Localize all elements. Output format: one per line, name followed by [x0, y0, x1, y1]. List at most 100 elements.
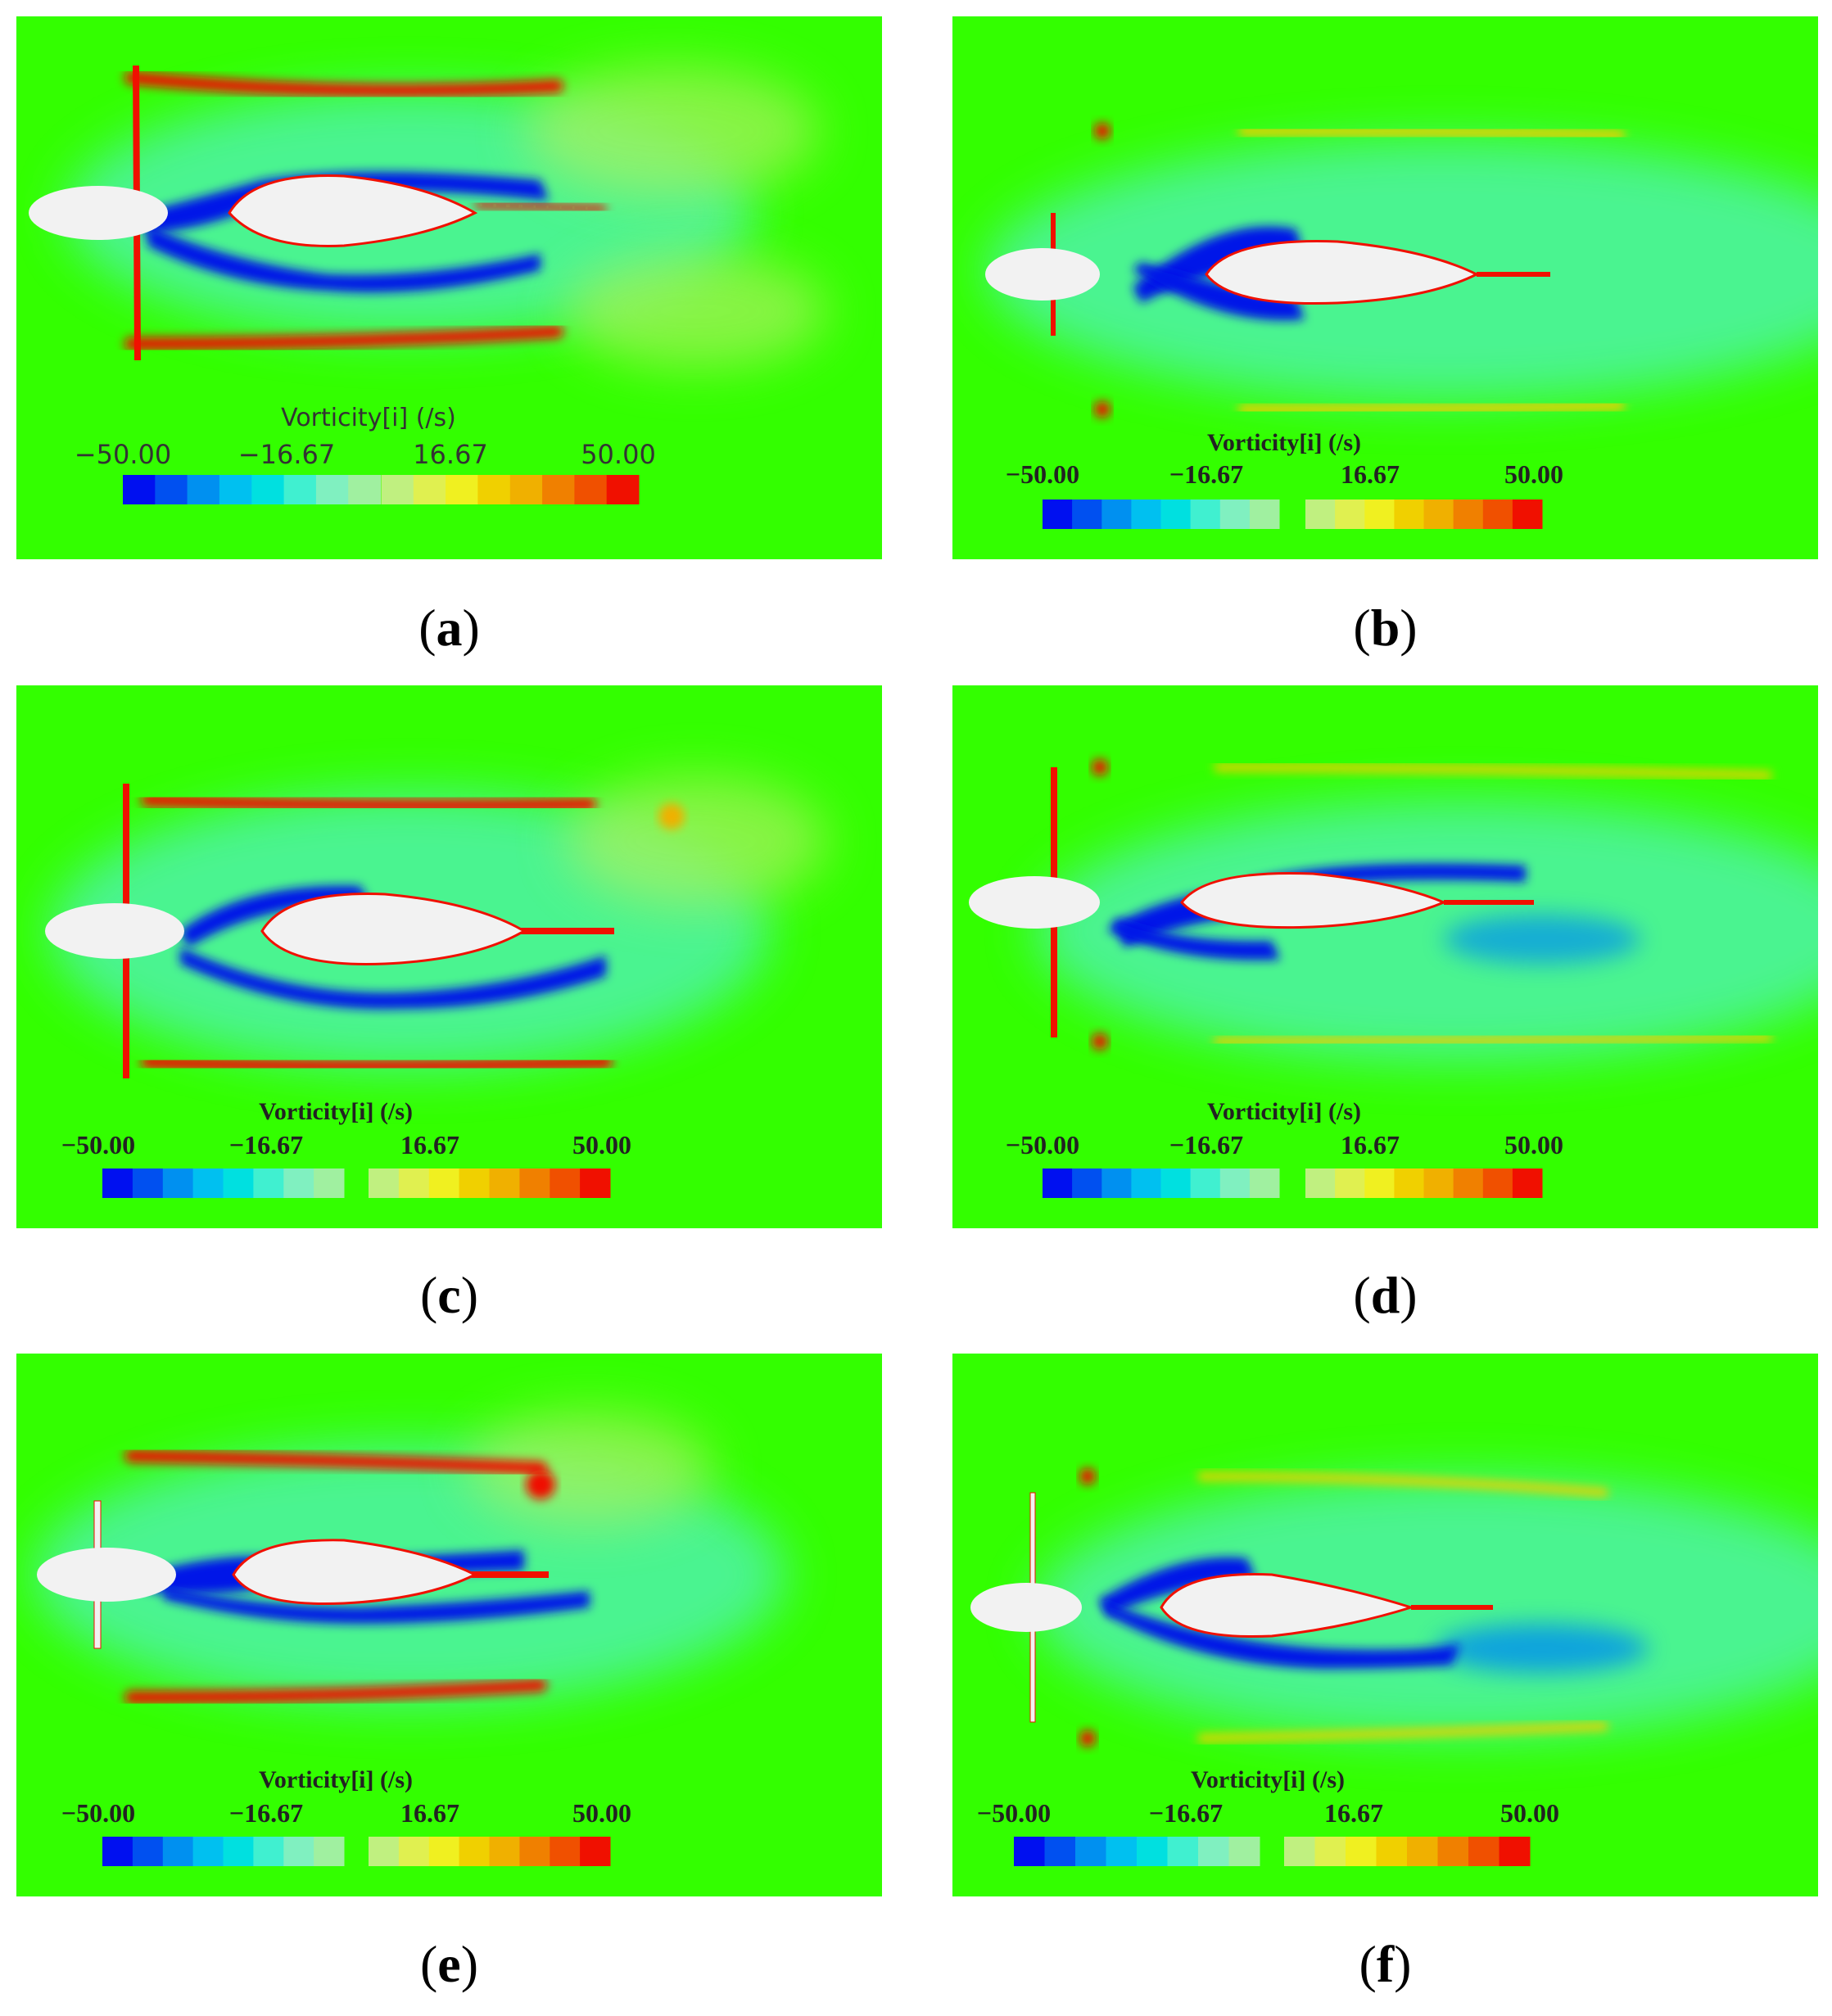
- tip-vortex-upper: [1238, 126, 1625, 140]
- colorbar-swatch: [1305, 499, 1336, 529]
- colorbar-tick-neg: −16.67: [229, 1798, 303, 1828]
- colorbar-swatch: [1394, 1168, 1424, 1198]
- colorbar-swatch: [580, 1837, 611, 1866]
- colorbar-swatch: [580, 1168, 611, 1198]
- colorbar-swatch: [1219, 499, 1251, 529]
- colorbar-swatch: [1499, 1837, 1531, 1866]
- blue-vortex-sheet: [139, 172, 549, 233]
- contour-field: Vorticity[i] (/s) −50.00 −16.67 16.67 50…: [952, 16, 1818, 559]
- tip-vortex-upper: [124, 1449, 547, 1475]
- colorbar-title: Vorticity[i] (/s): [259, 1766, 413, 1793]
- colorbar: Vorticity[i] (/s) −50.00 −16.67 16.67 50…: [1006, 429, 1563, 529]
- colorbar-swatches: [102, 1837, 611, 1866]
- tip-vortex-upper: [141, 793, 596, 812]
- colorbar-tick-max: 50.00: [572, 1130, 631, 1159]
- colorbar-swatch: [1072, 1168, 1102, 1198]
- colorbar-swatch: [132, 1168, 164, 1198]
- colorbar-tick-min: −50.00: [61, 1798, 135, 1828]
- tip-vortex-lower: [124, 1679, 547, 1704]
- colorbar-swatch: [446, 475, 478, 504]
- colorbar-swatch: [1131, 499, 1161, 529]
- tip-vortex-lower: [1214, 1033, 1772, 1046]
- colorbar-swatch: [219, 475, 252, 504]
- hub-body: [969, 876, 1100, 929]
- colorbar-tick-min: −50.00: [977, 1798, 1051, 1828]
- colorbar-swatch: [542, 475, 575, 504]
- blue-vortex-sheet: [1100, 1557, 1255, 1616]
- colorbar-swatch: [223, 1837, 254, 1866]
- colorbar-swatch: [1043, 1168, 1073, 1198]
- colorbar-swatch: [1314, 1837, 1346, 1866]
- colorbar-swatch: [381, 475, 414, 504]
- colorbar-swatch: [1131, 1168, 1161, 1198]
- colorbar-swatch: [251, 475, 285, 504]
- colorbar-swatch: [1043, 499, 1073, 529]
- colorbar-swatch: [1423, 1168, 1454, 1198]
- colorbar-swatch: [1198, 1837, 1229, 1866]
- hull-body: [228, 174, 478, 247]
- contour-field: Vorticity[i] (/s) −50.00 −16.67 16.67 50…: [16, 1354, 882, 1896]
- colorbar-swatch: [314, 1168, 345, 1198]
- vorticity-plot-a: Vorticity[i] (/s) −50.00 −16.67 16.67 50…: [16, 16, 882, 559]
- colorbar-swatch: [1284, 1837, 1315, 1866]
- colorbar-swatch: [1219, 1168, 1251, 1198]
- colorbar-tick-pos: 16.67: [400, 1798, 459, 1828]
- colorbar-swatch: [123, 475, 156, 504]
- colorbar-swatch: [348, 475, 381, 504]
- colorbar-tick-min: −50.00: [1006, 1130, 1079, 1159]
- colorbar-tick-min: −50.00: [61, 1130, 135, 1159]
- hub-body: [985, 248, 1100, 301]
- colorbar-swatch: [519, 1837, 550, 1866]
- colorbar-swatch: [187, 475, 220, 504]
- colorbar-swatch: [314, 1837, 345, 1866]
- colorbar-swatch: [283, 1168, 314, 1198]
- vorticity-plot-b: Vorticity[i] (/s) −50.00 −16.67 16.67 50…: [952, 16, 1818, 559]
- colorbar-swatches: [1043, 499, 1543, 529]
- vorticity-plot-c: Vorticity[i] (/s) −50.00 −16.67 16.67 50…: [16, 685, 882, 1228]
- colorbar-title: Vorticity[i] (/s): [259, 1098, 413, 1125]
- colorbar-swatch: [413, 475, 446, 504]
- hub-body: [37, 1548, 176, 1602]
- colorbar-tick-neg: −16.67: [1169, 459, 1243, 489]
- colorbar-swatch: [1072, 499, 1102, 529]
- hull-body: [232, 1539, 478, 1606]
- colorbar-tick-neg: −16.67: [229, 1130, 303, 1159]
- colorbar-swatch: [509, 475, 543, 504]
- colorbar-swatch: [1364, 499, 1395, 529]
- colorbar-swatch: [253, 1168, 284, 1198]
- colorbar-swatch: [1407, 1837, 1438, 1866]
- colorbar-swatch: [1364, 1168, 1395, 1198]
- colorbar-swatch: [1160, 1168, 1192, 1198]
- colorbar-swatch: [398, 1837, 430, 1866]
- vorticity-plot-d: Vorticity[i] (/s) −50.00 −16.67 16.67 50…: [952, 685, 1818, 1228]
- colorbar-swatch: [1014, 1837, 1045, 1866]
- colorbar-tick-max: 50.00: [1504, 1130, 1563, 1159]
- colorbar-tick-max: 50.00: [572, 1798, 631, 1828]
- colorbar: Vorticity[i] (/s) −50.00 −16.67 16.67 50…: [977, 1766, 1559, 1866]
- colorbar-tick-pos: 16.67: [1341, 1130, 1400, 1159]
- colorbar-tick-min: −50.00: [75, 439, 171, 470]
- colorbar-swatch: [1335, 499, 1365, 529]
- colorbar-swatch: [428, 1837, 460, 1866]
- colorbar-swatch: [253, 1837, 284, 1866]
- contour-field: Vorticity[i] (/s) −50.00 −16.67 16.67 50…: [16, 685, 882, 1228]
- colorbar-tick-max: 50.00: [581, 439, 656, 470]
- colorbar-swatch: [283, 1837, 314, 1866]
- hull-body: [1205, 240, 1480, 305]
- colorbar-swatch: [1376, 1837, 1408, 1866]
- colorbar-swatch: [1167, 1837, 1199, 1866]
- colorbar-swatch: [1512, 1168, 1543, 1198]
- hub-body: [29, 186, 168, 240]
- vorticity-plot-f: Vorticity[i] (/s) −50.00 −16.67 16.67 50…: [952, 1354, 1818, 1896]
- colorbar-tick-neg: −16.67: [1149, 1798, 1223, 1828]
- caption-f: (f): [1359, 1935, 1412, 1993]
- colorbar-tick-neg: −16.67: [238, 439, 335, 470]
- colorbar: Vorticity[i] (/s) −50.00 −16.67 16.67 50…: [75, 404, 656, 504]
- colorbar-swatch: [1190, 499, 1221, 529]
- colorbar-swatch: [1249, 1168, 1280, 1198]
- colorbar-swatch: [1160, 499, 1192, 529]
- caption-a: (a): [418, 599, 480, 657]
- colorbar-swatches: [1014, 1837, 1531, 1866]
- colorbar-swatch: [459, 1168, 490, 1198]
- colorbar-tick-pos: 16.67: [400, 1130, 459, 1159]
